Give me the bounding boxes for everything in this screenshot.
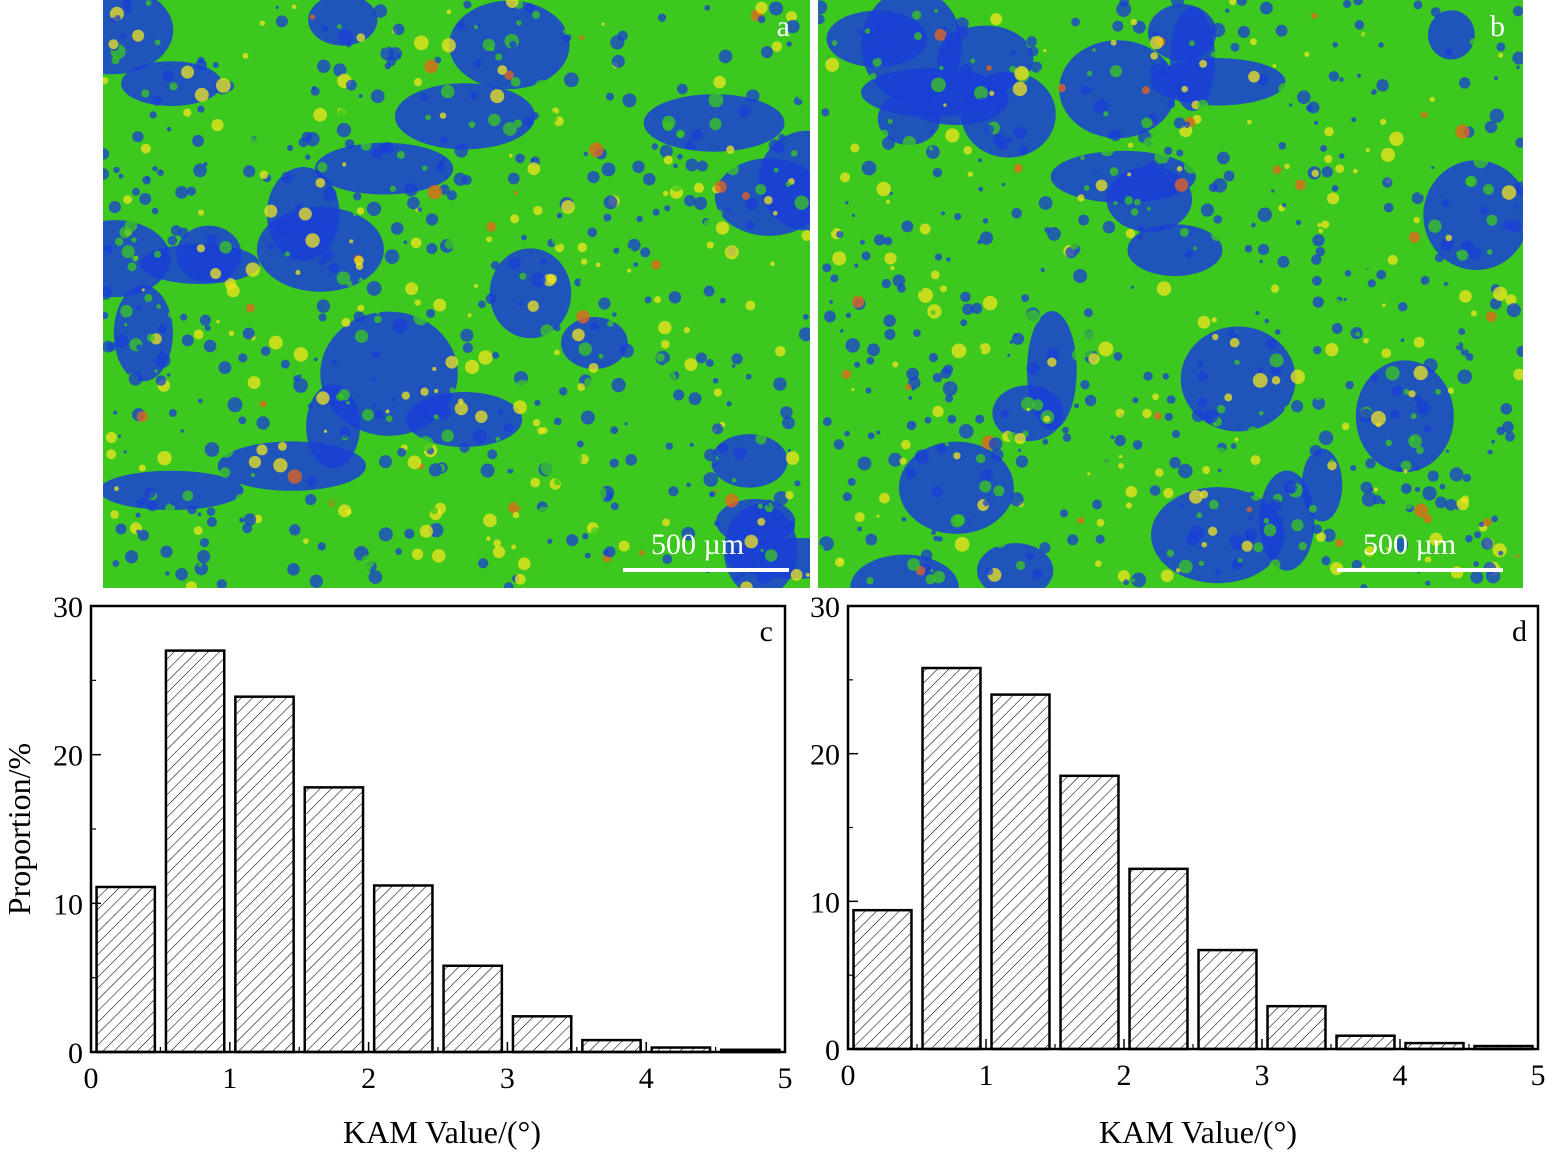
- x-tick-label-d: 2: [1117, 1059, 1132, 1092]
- kam-map-a: a 500 µm: [103, 0, 810, 588]
- bar-c-9: [719, 1048, 781, 1054]
- bar-d-9: [1473, 1044, 1534, 1051]
- bar-c-2: [234, 695, 295, 1054]
- ticks-d: 0 1 2 3 4 5 0 10 20 30: [810, 591, 1546, 1092]
- histogram-c: 0 1 2 3 4 5 0 10 20 30 c KAM Value/(°) Proportion…: [1, 591, 793, 1150]
- panel-label-c: c: [760, 615, 773, 648]
- bar-c-4: [372, 884, 434, 1054]
- scale-bar-b: [1337, 568, 1503, 572]
- x-tick-label-d: 1: [979, 1059, 994, 1092]
- x-tick-label-c: 3: [500, 1062, 515, 1095]
- panel-label-b: b: [1490, 10, 1505, 43]
- x-tick-label-c: 4: [639, 1062, 654, 1095]
- x-tick-label-d: 0: [841, 1059, 856, 1092]
- panel-label-d: d: [1512, 615, 1527, 648]
- kam-map-b-image: [818, 0, 1523, 588]
- y-tick-label-d: 20: [810, 739, 840, 772]
- x-axis-label-d: KAM Value/(°): [1099, 1114, 1297, 1150]
- x-tick-label-c: 0: [84, 1062, 99, 1095]
- y-tick-label-c: 20: [53, 740, 83, 773]
- bar-c-1: [164, 649, 226, 1054]
- bar-c-6: [511, 1015, 573, 1054]
- y-tick-label-c: 10: [53, 888, 83, 921]
- bar-d-0: [852, 908, 913, 1051]
- bar-d-6: [1266, 1004, 1327, 1051]
- bar-d-7: [1335, 1034, 1396, 1051]
- bar-d-4: [1128, 867, 1189, 1051]
- x-tick-label-d: 3: [1255, 1059, 1270, 1092]
- y-tick-label-d: 0: [825, 1034, 840, 1067]
- bar-c-8: [650, 1046, 712, 1054]
- histogram-d: 0 1 2 3 4 5 0 10 20 30 d KAM Value/(°): [810, 591, 1546, 1150]
- ticks-c: 0 1 2 3 4 5 0 10 20 30: [53, 591, 793, 1095]
- kam-map-a-image: [103, 0, 810, 588]
- bar-c-3: [303, 786, 365, 1054]
- x-tick-label-c: 1: [222, 1062, 237, 1095]
- y-tick-label-d: 30: [810, 591, 840, 624]
- scale-bar-a: [623, 568, 789, 572]
- scale-bar-label-b: 500 µm: [1363, 528, 1457, 561]
- x-axis-label-c: KAM Value/(°): [343, 1114, 541, 1150]
- y-axis-label-c: Proportion/%: [1, 743, 37, 915]
- bar-d-1: [921, 666, 982, 1051]
- x-tick-label-d: 4: [1393, 1059, 1408, 1092]
- scale-bar-label-a: 500 µm: [651, 528, 745, 561]
- kam-map-b: b 500 µm: [818, 0, 1523, 588]
- x-tick-label-d: 5: [1531, 1059, 1546, 1092]
- y-tick-label-c: 30: [53, 591, 83, 624]
- y-tick-label-c: 0: [68, 1037, 83, 1070]
- bars-c: [95, 649, 781, 1054]
- panel-label-a: a: [776, 10, 790, 43]
- bar-d-5: [1197, 948, 1258, 1051]
- bar-d-3: [1059, 774, 1120, 1051]
- x-tick-label-c: 5: [778, 1062, 793, 1095]
- bar-c-0: [95, 885, 157, 1054]
- bar-c-7: [581, 1038, 642, 1054]
- bars-d: [852, 666, 1534, 1051]
- bar-d-8: [1404, 1041, 1465, 1051]
- bar-d-2: [990, 693, 1051, 1051]
- y-tick-label-d: 10: [810, 886, 840, 919]
- bar-c-5: [442, 964, 504, 1054]
- x-tick-label-c: 2: [361, 1062, 376, 1095]
